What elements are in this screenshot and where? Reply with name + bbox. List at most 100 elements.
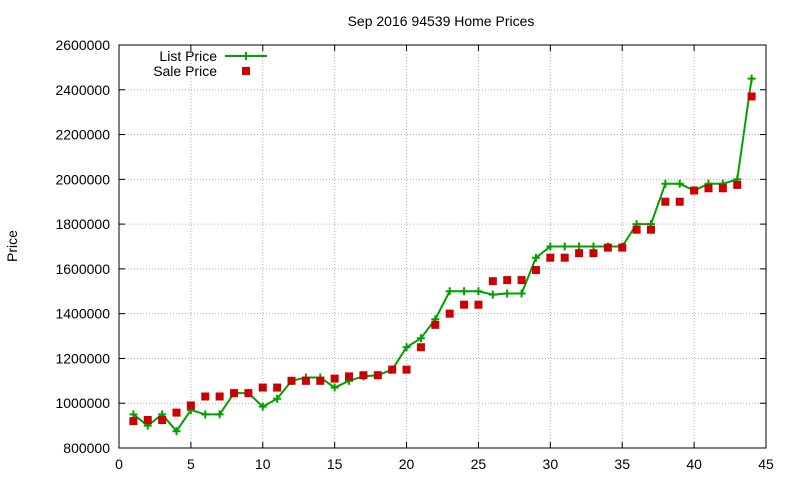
sale-price-point bbox=[129, 417, 138, 426]
sale-price-point bbox=[474, 300, 483, 309]
list-price-point bbox=[215, 410, 224, 419]
legend-label-list-price: List Price bbox=[159, 48, 217, 64]
sale-price-point bbox=[460, 300, 469, 309]
grid-lines bbox=[119, 45, 766, 448]
list-price-point bbox=[589, 242, 598, 251]
sale-price-point bbox=[661, 197, 670, 206]
sale-price-point bbox=[201, 392, 210, 401]
list-price-point bbox=[488, 290, 497, 299]
y-tick-label: 2000000 bbox=[55, 171, 110, 187]
sale-price-point bbox=[733, 180, 742, 189]
list-price-line bbox=[132, 78, 753, 433]
sale-price-point bbox=[704, 184, 713, 193]
sale-price-point bbox=[575, 249, 584, 258]
y-axis-label: Price bbox=[4, 230, 20, 262]
y-tick-label: 1600000 bbox=[55, 261, 110, 277]
legend-label-sale-price: Sale Price bbox=[153, 63, 217, 79]
x-tick-label: 15 bbox=[327, 456, 343, 472]
sale-price-point bbox=[402, 365, 411, 374]
legend-marker-sale-price bbox=[242, 67, 250, 75]
x-tick-label: 45 bbox=[758, 456, 774, 472]
sale-price-point bbox=[646, 225, 655, 234]
list-price-point bbox=[445, 287, 454, 296]
sale-price-point bbox=[316, 376, 325, 385]
list-price-point bbox=[517, 289, 526, 298]
sale-price-point bbox=[388, 365, 397, 374]
list-price-point bbox=[531, 253, 540, 262]
sale-price-point bbox=[359, 371, 368, 380]
list-price-point bbox=[201, 410, 210, 419]
chart-title: Sep 2016 94539 Home Prices bbox=[348, 13, 535, 29]
y-tick-label: 2400000 bbox=[55, 82, 110, 98]
sale-price-point bbox=[215, 392, 224, 401]
sale-price-point bbox=[373, 371, 382, 380]
sale-price-point bbox=[690, 186, 699, 195]
x-tick-label: 10 bbox=[255, 456, 271, 472]
list-price-point bbox=[560, 242, 569, 251]
sale-price-point bbox=[517, 276, 526, 285]
list-price-point bbox=[575, 242, 584, 251]
list-price-point bbox=[503, 289, 512, 298]
sale-price-point bbox=[230, 389, 239, 398]
plot-frame bbox=[118, 44, 767, 449]
x-tick-label: 0 bbox=[115, 456, 123, 472]
y-tick-label: 1400000 bbox=[55, 306, 110, 322]
sale-price-point bbox=[158, 416, 167, 425]
sale-price-point bbox=[143, 416, 152, 425]
x-tick-label: 40 bbox=[686, 456, 702, 472]
list-price-point bbox=[460, 287, 469, 296]
sale-price-point bbox=[503, 276, 512, 285]
list-price-point bbox=[661, 179, 670, 188]
list-price-point bbox=[273, 394, 282, 403]
y-tick-label: 1200000 bbox=[55, 350, 110, 366]
list-price-point bbox=[330, 383, 339, 392]
sale-price-point bbox=[747, 92, 756, 101]
sale-price-point bbox=[186, 401, 195, 410]
list-price-point bbox=[474, 287, 483, 296]
sale-price-point bbox=[431, 320, 440, 329]
sale-price-point bbox=[675, 197, 684, 206]
data-series bbox=[129, 74, 756, 436]
list-price-point bbox=[546, 242, 555, 251]
list-price-point bbox=[172, 427, 181, 436]
y-tick-label: 1800000 bbox=[55, 216, 110, 232]
sale-price-point bbox=[546, 253, 555, 262]
list-price-point bbox=[675, 179, 684, 188]
list-price-point bbox=[747, 74, 756, 83]
list-price-point bbox=[416, 334, 425, 343]
sale-price-point bbox=[416, 343, 425, 352]
sale-price-point bbox=[172, 408, 181, 417]
sale-price-point bbox=[718, 184, 727, 193]
sale-price-point bbox=[603, 243, 612, 252]
sale-price-point bbox=[560, 253, 569, 262]
sale-price-point bbox=[589, 249, 598, 258]
sale-price-point bbox=[632, 225, 641, 234]
sale-price-point bbox=[287, 376, 296, 385]
x-tick-label: 20 bbox=[399, 456, 415, 472]
list-price-point bbox=[129, 410, 138, 419]
x-tick-label: 25 bbox=[471, 456, 487, 472]
x-tick-label: 30 bbox=[543, 456, 559, 472]
x-tick-label: 35 bbox=[614, 456, 630, 472]
legend: List Price Sale Price bbox=[153, 48, 267, 79]
y-tick-label: 800000 bbox=[63, 440, 110, 456]
sale-price-point bbox=[531, 266, 540, 275]
sale-price-point bbox=[258, 383, 267, 392]
sale-price-point bbox=[445, 309, 454, 318]
y-tick-label: 2600000 bbox=[55, 37, 110, 53]
axis-ticks: 0 5 10 15 20 25 30 35 40 45 800000 1000000 1200000 14… bbox=[55, 37, 774, 472]
x-tick-label: 5 bbox=[187, 456, 195, 472]
sale-price-point bbox=[345, 372, 354, 381]
list-price-point bbox=[402, 343, 411, 352]
y-tick-label: 2200000 bbox=[55, 127, 110, 143]
sale-price-point bbox=[244, 389, 253, 398]
legend-marker-list-price bbox=[242, 52, 250, 60]
sale-price-point bbox=[273, 383, 282, 392]
sale-price-point bbox=[488, 277, 497, 286]
list-price-point bbox=[258, 402, 267, 411]
sale-price-point bbox=[618, 243, 627, 252]
sale-price-point bbox=[301, 376, 310, 385]
sale-price-point bbox=[330, 374, 339, 383]
y-tick-label: 1000000 bbox=[55, 395, 110, 411]
